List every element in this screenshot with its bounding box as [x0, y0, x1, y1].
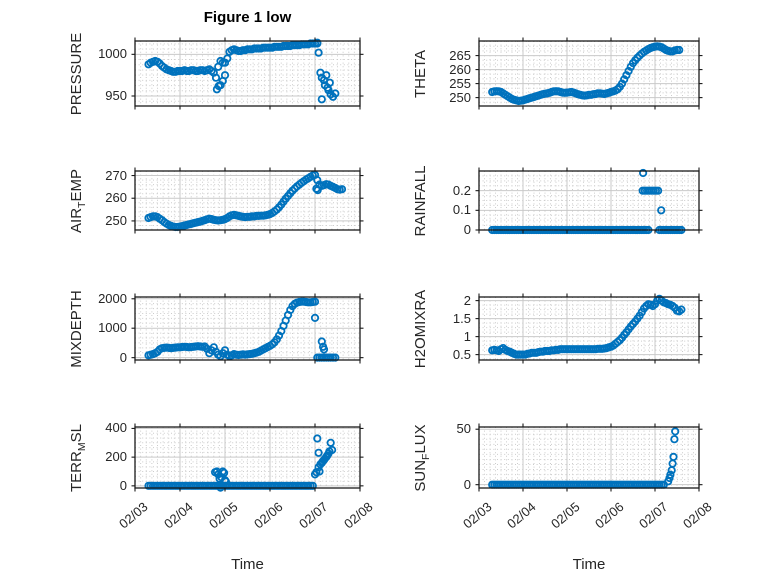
data-point [670, 435, 679, 444]
data-point [639, 168, 648, 178]
data-point [677, 305, 686, 314]
figure-title: Figure 1 low [203, 9, 292, 26]
data-point [314, 48, 323, 57]
grid [478, 171, 700, 231]
data-point [310, 313, 320, 322]
y-tick-label: 270 [105, 167, 127, 183]
plot-sunflux [475, 423, 703, 492]
y-tick-label: 1.5 [452, 310, 471, 326]
data-point [337, 185, 347, 194]
data-point [671, 427, 680, 436]
data-point [657, 206, 666, 215]
data-points [488, 294, 686, 359]
data-point [313, 38, 322, 47]
plot-theta [475, 37, 703, 110]
y-tick-label: 0 [463, 476, 471, 492]
plot-rainfall [475, 167, 703, 235]
data-point [218, 467, 227, 476]
plot-terrmsl [131, 423, 364, 492]
plot-mixdepth [131, 293, 364, 364]
y-tick-label: 250 [449, 89, 471, 105]
axis-box [475, 167, 703, 234]
data-point [312, 184, 321, 193]
axis-box [475, 423, 703, 492]
data-point [331, 353, 340, 362]
data-points [488, 42, 684, 106]
data-point [675, 45, 684, 55]
ylabel-rainfall: RAINFALL [412, 136, 430, 266]
x-axis-label-left: Time [231, 556, 264, 573]
data-point [325, 78, 334, 87]
data-points [144, 297, 340, 362]
plot-h2omixra [475, 293, 703, 364]
axis-box [131, 293, 364, 364]
axis-box [475, 37, 703, 110]
data-points [488, 427, 680, 489]
data-point [668, 459, 677, 468]
y-tick-label: 1 [463, 328, 471, 344]
data-point [319, 345, 329, 354]
y-tick-label: 1000 [98, 320, 127, 336]
axis-box [475, 293, 703, 364]
axis-box [131, 167, 364, 234]
data-point [322, 71, 331, 80]
data-point [331, 89, 340, 98]
y-tick-label: 1000 [98, 46, 127, 62]
y-tick-label: 260 [105, 190, 127, 206]
y-tick-label: 2000 [98, 290, 127, 306]
y-tick-label: 2 [463, 292, 471, 308]
ylabel-pressure: PRESSURE [68, 9, 86, 139]
y-tick-label: 260 [449, 61, 471, 77]
data-points [144, 434, 337, 492]
y-tick-label: 200 [105, 449, 127, 465]
y-tick-label: 265 [449, 47, 471, 63]
ylabel-subscript: F [420, 453, 432, 460]
y-tick-label: 0.2 [452, 182, 471, 198]
axis-box [131, 423, 364, 492]
data-point [221, 477, 231, 486]
y-tick-label: 0.1 [452, 202, 471, 218]
y-tick-label: 250 [105, 212, 127, 228]
data-point [308, 481, 317, 490]
y-tick-label: 0 [463, 222, 471, 237]
data-point [328, 445, 337, 455]
y-tick-label: 0 [119, 477, 127, 493]
data-point [666, 470, 675, 479]
data-point [214, 81, 223, 91]
data-point [310, 297, 320, 306]
y-tick-label: 0 [119, 349, 127, 365]
y-tick-label: 50 [456, 421, 471, 437]
x-axis-label-right: Time [572, 556, 606, 573]
data-point [218, 76, 227, 86]
y-tick-label: 950 [105, 88, 127, 103]
data-point [654, 186, 663, 195]
axis-box [131, 37, 364, 110]
ylabel-sunflux: SUNFLUX [412, 393, 432, 523]
data-point [220, 58, 230, 67]
data-point [317, 95, 326, 104]
y-tick-label: 400 [105, 420, 127, 436]
data-points [144, 170, 347, 232]
grid [134, 171, 361, 230]
data-point [314, 448, 323, 457]
plot-pressure [131, 37, 364, 110]
y-tick-label: 0.5 [452, 346, 471, 362]
data-point [669, 452, 678, 462]
plot-airtemp [131, 167, 364, 234]
data-point [216, 56, 225, 66]
data-point [326, 438, 335, 447]
y-tick-label: 255 [449, 75, 471, 91]
data-point [313, 434, 322, 443]
data-point [313, 185, 322, 195]
data-point [211, 73, 221, 82]
